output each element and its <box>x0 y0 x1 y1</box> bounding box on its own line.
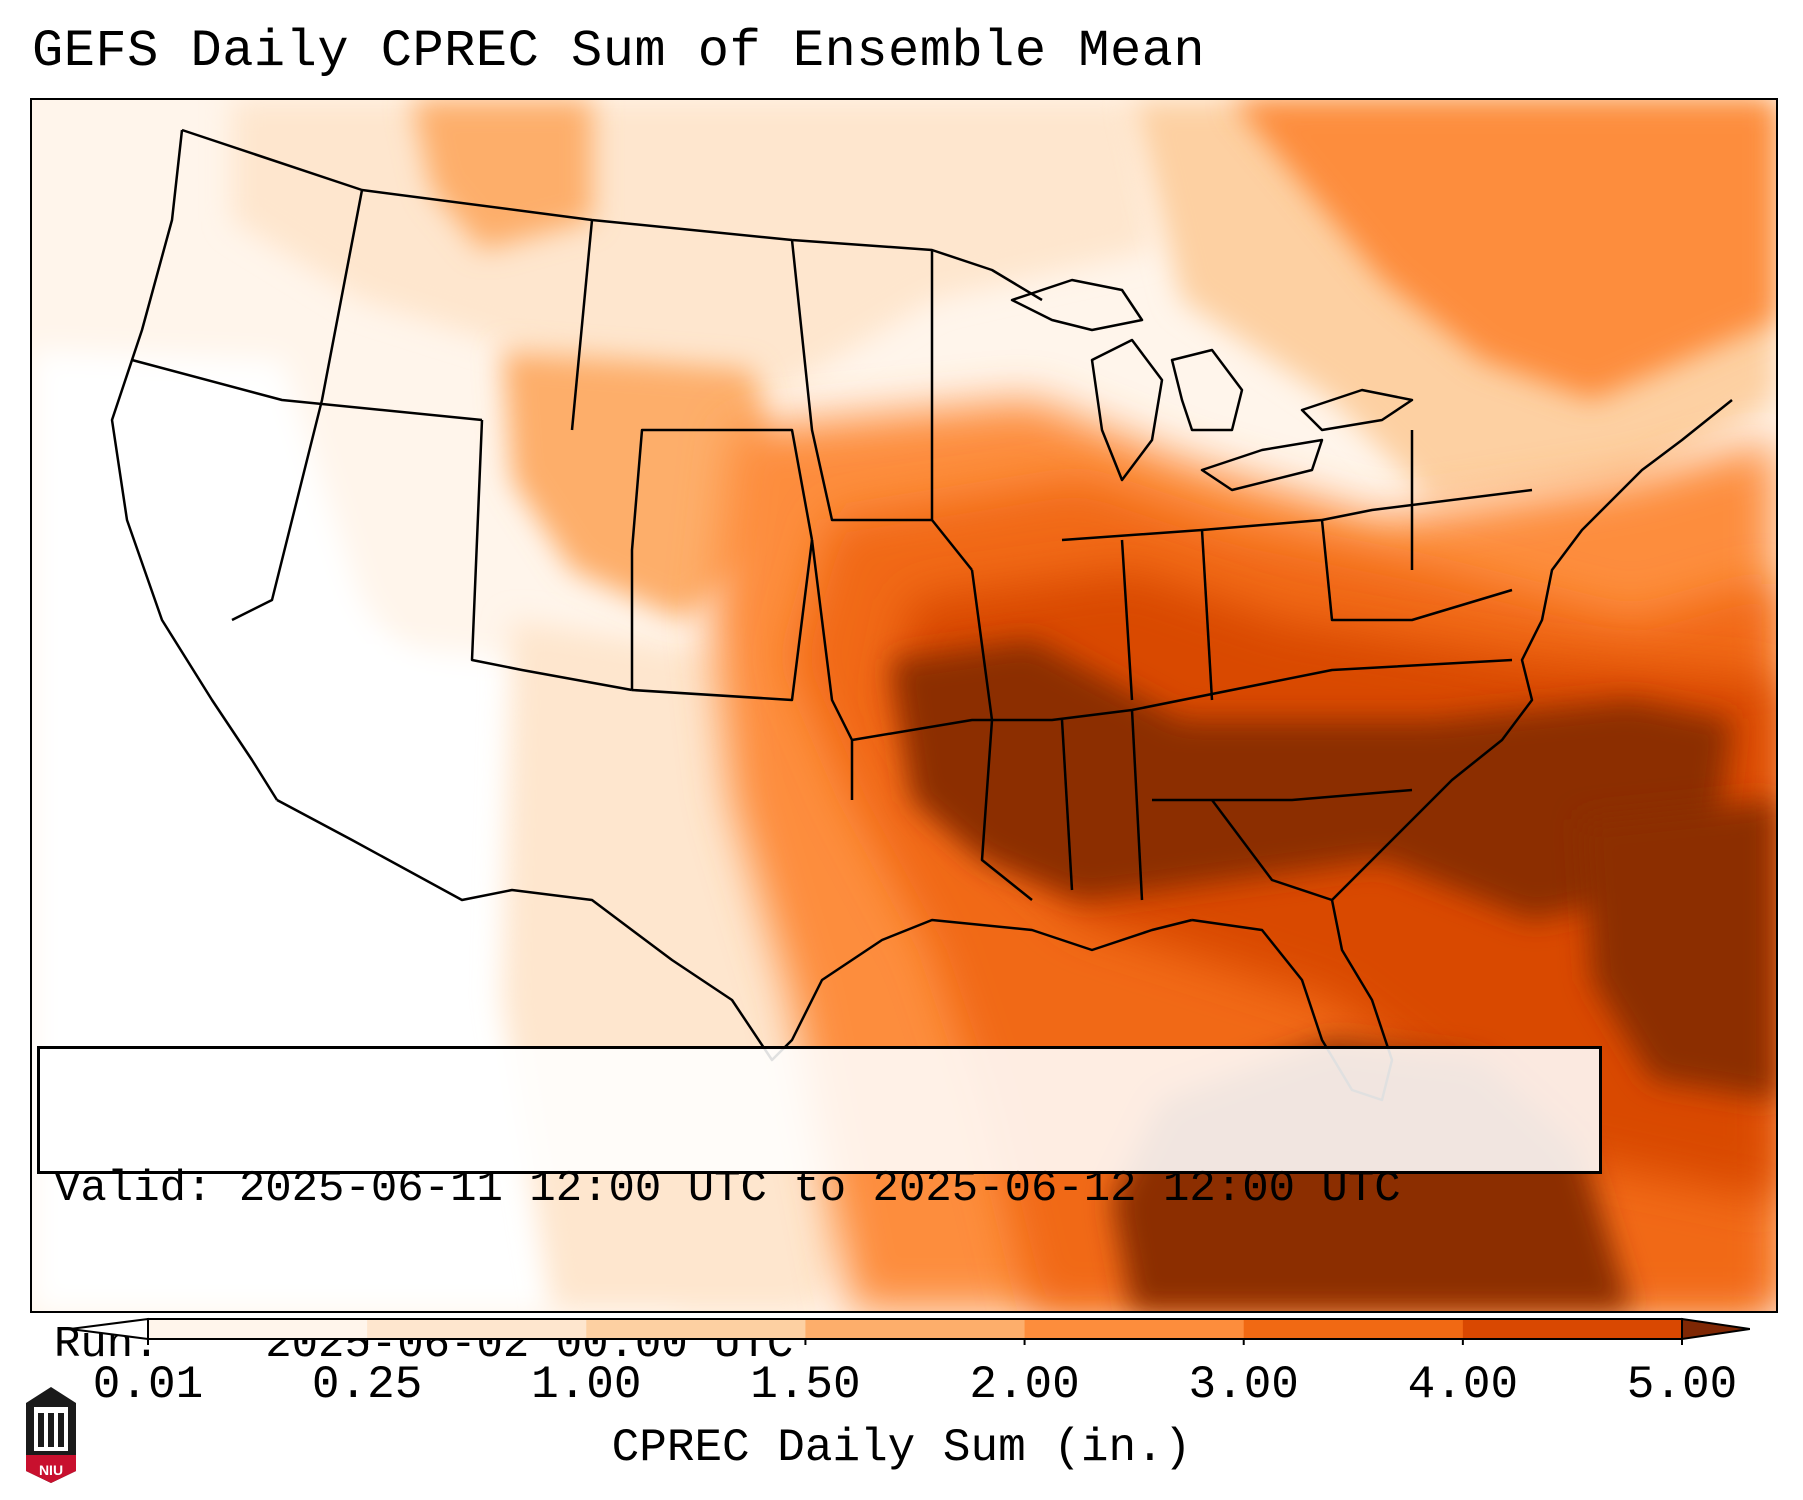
niu-logo: NIU <box>26 1387 76 1483</box>
valid-label: Valid: <box>54 1164 213 1214</box>
colorbar-segment <box>148 1319 368 1339</box>
colorbar-segment <box>1462 1319 1683 1339</box>
colorbar-tick-label: 3.00 <box>1188 1359 1299 1411</box>
valid-run-infobox: Valid: 2025-06-11 12:00 UTC to 2025-06-1… <box>37 1046 1602 1370</box>
logo-text: NIU <box>39 1462 63 1478</box>
colorbar-tick-label: 1.50 <box>750 1359 861 1411</box>
colorbar <box>70 1317 1750 1345</box>
colorbar-tick-label: 5.00 <box>1626 1359 1738 1411</box>
colorbar-tick-label: 4.00 <box>1407 1359 1519 1411</box>
map-title: GEFS Daily CPREC Sum of Ensemble Mean <box>32 22 1206 81</box>
colorbar-tick-label: 1.00 <box>531 1359 642 1411</box>
colorbar-label: CPREC Daily Sum (in.) <box>611 1422 1192 1474</box>
colorbar-tick-label: 0.25 <box>311 1359 423 1411</box>
colorbar-segment <box>1243 1319 1464 1339</box>
colorbar-segment <box>586 1319 806 1339</box>
colorbar-segment <box>367 1319 587 1339</box>
colorbar-segment <box>1024 1319 1245 1339</box>
colorbar-tick-label: 2.00 <box>969 1359 1080 1411</box>
colorbar-segment <box>805 1319 1026 1339</box>
colorbar-under-extension <box>70 1317 149 1341</box>
state-borders <box>110 128 1733 1102</box>
valid-row: Valid: 2025-06-11 12:00 UTC to 2025-06-1… <box>54 1163 1585 1215</box>
colorbar-tick-label: 0.01 <box>92 1359 204 1411</box>
valid-value: 2025-06-11 12:00 UTC to 2025-06-12 12:00… <box>238 1164 1401 1214</box>
colorbar-outline <box>147 1318 1683 1340</box>
colorbar-over-extension <box>1681 1317 1750 1341</box>
